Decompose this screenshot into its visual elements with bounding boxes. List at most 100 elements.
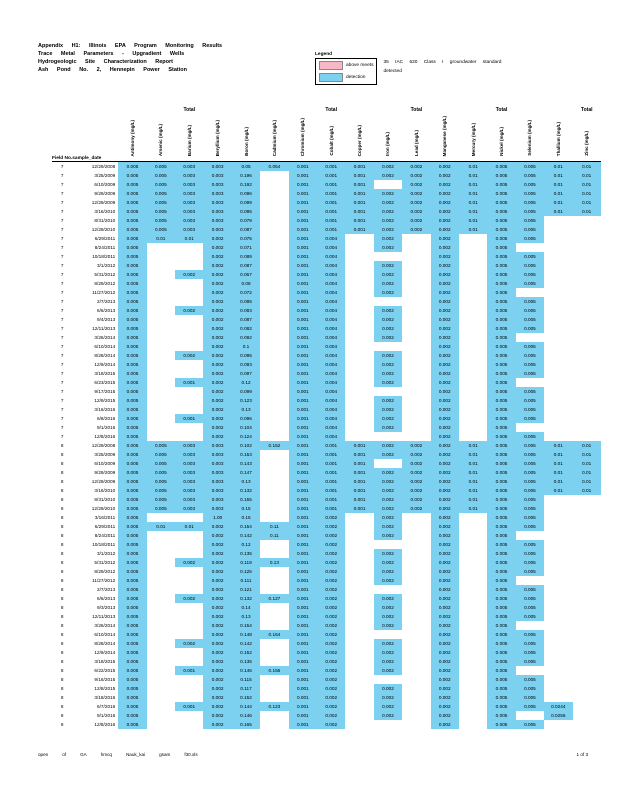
result-cell-detected: 0.005 xyxy=(118,702,147,711)
column-header: Boron (mg/L) xyxy=(231,113,261,162)
result-cell-detected: 0.005 xyxy=(118,396,147,405)
column-header-label: Selenium (mg/L) xyxy=(527,120,533,156)
result-cell-detected: 0.002 xyxy=(373,279,403,288)
result-cell-empty xyxy=(374,459,402,468)
group-label-empty xyxy=(118,98,146,113)
table-row: 8 6/7/2016 0.005 0.001 0.002 0.144 0.123 0.001 0… xyxy=(52,702,601,711)
result-cell-detected: 0.005 xyxy=(515,558,545,567)
result-cell-detected: 0.05 xyxy=(231,161,261,171)
result-cell-empty xyxy=(516,666,544,675)
result-cell-detected: 0.099 xyxy=(231,198,261,207)
result-cell-empty xyxy=(374,297,402,306)
result-cell-detected: 0.099 xyxy=(231,387,261,396)
result-cell-detected: 0.002 xyxy=(430,711,459,720)
result-cell-empty xyxy=(544,387,572,396)
result-cell-detected: 0.004 xyxy=(317,270,346,279)
table-row: 8 8/28/2014 0.005 0.002 0.002 0.142 0.001 0.002… xyxy=(52,639,601,648)
result-cell-empty xyxy=(175,684,203,693)
sample-date-cell: 12/11/2013 xyxy=(92,614,116,619)
table-row: 7 12/11/2013 0.005 0.002 0.082 0.001 0.004 0.00… xyxy=(52,324,601,333)
result-cell-detected: 0.08 xyxy=(231,279,261,288)
result-cell-detected: 0.002 xyxy=(373,324,403,333)
result-cell-empty xyxy=(544,261,572,270)
result-cell-empty xyxy=(345,288,373,297)
result-cell-empty xyxy=(459,594,487,603)
result-cell-empty xyxy=(459,522,487,531)
result-cell-detected: 0.001 xyxy=(288,459,317,468)
result-cell-empty xyxy=(345,675,373,684)
result-cell-detected: 0.005 xyxy=(515,216,545,225)
column-header-label: Lead (mg/L) xyxy=(413,129,419,156)
result-cell-empty xyxy=(516,531,544,540)
result-cell-detected: 0.001 xyxy=(288,531,317,540)
result-cell-detected: 0.001 xyxy=(288,351,317,360)
result-cell-detected: 0.005 xyxy=(515,612,545,621)
result-cell-empty xyxy=(260,243,288,252)
result-cell-detected: 0.005 xyxy=(487,630,516,639)
result-cell-detected: 0.005 xyxy=(146,486,176,495)
column-header-label: Antimony (mg/L) xyxy=(129,119,135,157)
result-cell-detected: 0.001 xyxy=(288,405,317,414)
result-cell-empty xyxy=(544,612,572,621)
result-cell-detected: 0.01 xyxy=(458,450,488,459)
result-cell-detected: 0.142 xyxy=(231,639,261,648)
footer-token: open xyxy=(38,752,49,757)
table-row: 8 12/29/2010 0.005 0.005 0.003 0.003 0.15 0.001… xyxy=(52,504,601,513)
result-cell-empty xyxy=(345,315,373,324)
table-row: 7 6/10/2014 0.005 0.002 0.1 0.001 0.004 0.002 0.… xyxy=(52,342,601,351)
sample-date-cell: 3/1/2012 xyxy=(97,263,116,268)
result-cell-detected: 0.002 xyxy=(203,585,232,594)
result-cell-empty xyxy=(544,513,572,522)
result-cell-empty xyxy=(544,324,572,333)
result-cell-detected: 0.002 xyxy=(430,630,459,639)
field-no-cell: 8 xyxy=(60,686,64,691)
result-cell-empty xyxy=(459,261,487,270)
field-no-cell: 8 xyxy=(60,713,64,718)
result-cell-detected: 0.005 xyxy=(487,396,516,405)
result-cell-detected: 0.005 xyxy=(515,387,545,396)
result-cell-detected: 0.002 xyxy=(373,333,403,342)
result-cell-detected: 0.005 xyxy=(118,504,147,513)
result-cell-empty xyxy=(544,549,572,558)
sample-date-cell: 12/29/2010 xyxy=(91,506,116,511)
result-cell-detected: 0.001 xyxy=(288,225,317,234)
result-cell-detected: 0.005 xyxy=(487,315,516,324)
sample-date-cell: 6/6/2013 xyxy=(97,308,116,313)
result-cell-empty xyxy=(345,531,373,540)
result-cell-detected: 0.01 xyxy=(572,198,601,207)
result-cell-empty xyxy=(147,297,175,306)
sample-date-cell: 8/29/2012 xyxy=(94,569,116,574)
result-cell-detected: 0.132 xyxy=(231,594,261,603)
result-cell-empty xyxy=(147,675,175,684)
result-cell-detected: 0.12 xyxy=(231,540,261,549)
result-cell-detected: 0.004 xyxy=(317,333,346,342)
result-cell-detected: 0.001 xyxy=(317,477,346,486)
result-cell-empty xyxy=(260,189,288,198)
result-cell-detected: 0.001 xyxy=(288,549,317,558)
result-cell-empty xyxy=(147,252,175,261)
result-cell-detected: 0.002 xyxy=(203,387,232,396)
result-cell-detected: 0.003 xyxy=(175,171,204,180)
field-no-cell: 8 xyxy=(60,641,64,646)
result-cell-detected: 0.005 xyxy=(487,549,516,558)
result-cell-detected: 0.15 xyxy=(231,513,261,522)
result-cell-detected: 0.002 xyxy=(317,603,346,612)
result-cell-detected: 0.002 xyxy=(203,432,232,441)
result-cell-detected: 0.01 xyxy=(458,180,488,189)
result-cell-empty xyxy=(175,567,203,576)
sample-date-cell: 9/4/2013 xyxy=(97,317,116,322)
sample-date-cell: 12/29/2008 xyxy=(91,164,116,169)
field-no-cell: 7 xyxy=(60,236,64,241)
result-cell-detected: 0.002 xyxy=(430,540,459,549)
sample-date-cell: 3/16/2010 xyxy=(94,209,116,214)
result-cell-detected: 0.005 xyxy=(487,432,516,441)
title-line-1: Appendix H1: Illinois EPA Program Monito… xyxy=(38,43,223,49)
result-cell-detected: 0.005 xyxy=(118,603,147,612)
result-cell-detected: 0.002 xyxy=(430,549,459,558)
result-cell-empty xyxy=(573,432,601,441)
result-cell-detected: 0.005 xyxy=(118,675,147,684)
result-cell-empty xyxy=(175,585,203,594)
result-cell-empty xyxy=(459,567,487,576)
result-cell-detected: 0.004 xyxy=(317,369,346,378)
result-cell-empty xyxy=(260,342,288,351)
